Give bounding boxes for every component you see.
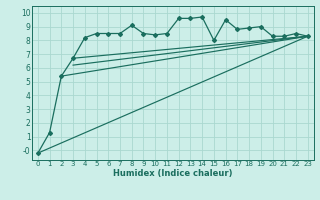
X-axis label: Humidex (Indice chaleur): Humidex (Indice chaleur) bbox=[113, 169, 233, 178]
